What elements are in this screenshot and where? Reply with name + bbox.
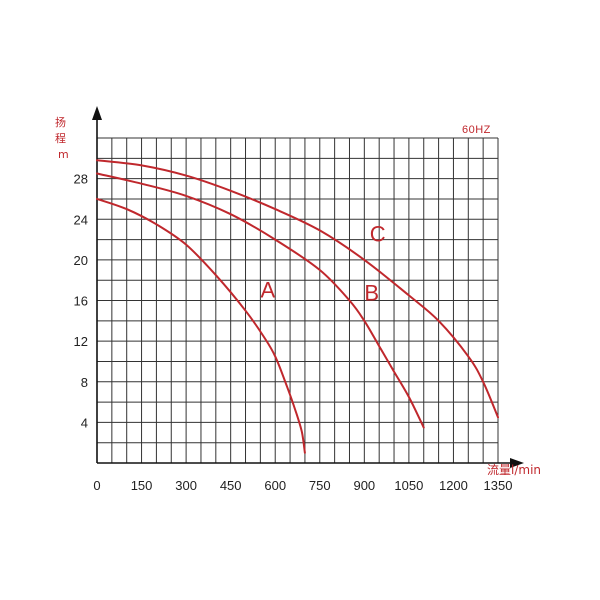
y-axis-label-1: 扬 bbox=[55, 115, 66, 129]
x-tick-label: 150 bbox=[131, 478, 153, 493]
y-tick-label: 28 bbox=[74, 172, 88, 187]
y-tick-label: 16 bbox=[74, 294, 88, 309]
x-axis-arrow bbox=[510, 458, 524, 468]
x-tick-label: 900 bbox=[353, 478, 375, 493]
x-tick-label: 750 bbox=[309, 478, 331, 493]
frequency-label: 60HZ bbox=[462, 124, 491, 136]
curve-c bbox=[96, 159, 499, 419]
y-tick-label: 4 bbox=[81, 415, 88, 430]
tick-labels: 0 150 300 450 600 750 900 1050 1200 1350 4 8 12 16 20 2… bbox=[74, 172, 513, 493]
curves: A B C bbox=[96, 159, 499, 454]
curve-label-c: C bbox=[370, 222, 386, 247]
x-tick-label: 1350 bbox=[484, 478, 513, 493]
y-tick-label: 12 bbox=[74, 334, 88, 349]
curve-b bbox=[96, 172, 425, 429]
curve-label-a: A bbox=[260, 277, 275, 302]
y-axis-arrow bbox=[92, 106, 102, 120]
y-axis-label-3: m bbox=[58, 148, 69, 161]
y-axis-label-2: 程 bbox=[55, 132, 66, 145]
x-tick-label: 450 bbox=[220, 478, 242, 493]
curve-label-b: B bbox=[364, 281, 379, 306]
x-tick-label: 1200 bbox=[439, 478, 468, 493]
y-tick-label: 24 bbox=[74, 212, 88, 227]
y-tick-label: 20 bbox=[74, 253, 88, 268]
x-tick-label: 1050 bbox=[394, 478, 423, 493]
curve-a bbox=[96, 197, 306, 454]
x-axis-label: 流量l/min bbox=[487, 463, 541, 477]
y-tick-label: 8 bbox=[81, 375, 88, 390]
x-tick-label: 0 bbox=[93, 478, 100, 493]
x-tick-label: 300 bbox=[175, 478, 197, 493]
axes bbox=[92, 106, 524, 468]
x-tick-label: 600 bbox=[264, 478, 286, 493]
